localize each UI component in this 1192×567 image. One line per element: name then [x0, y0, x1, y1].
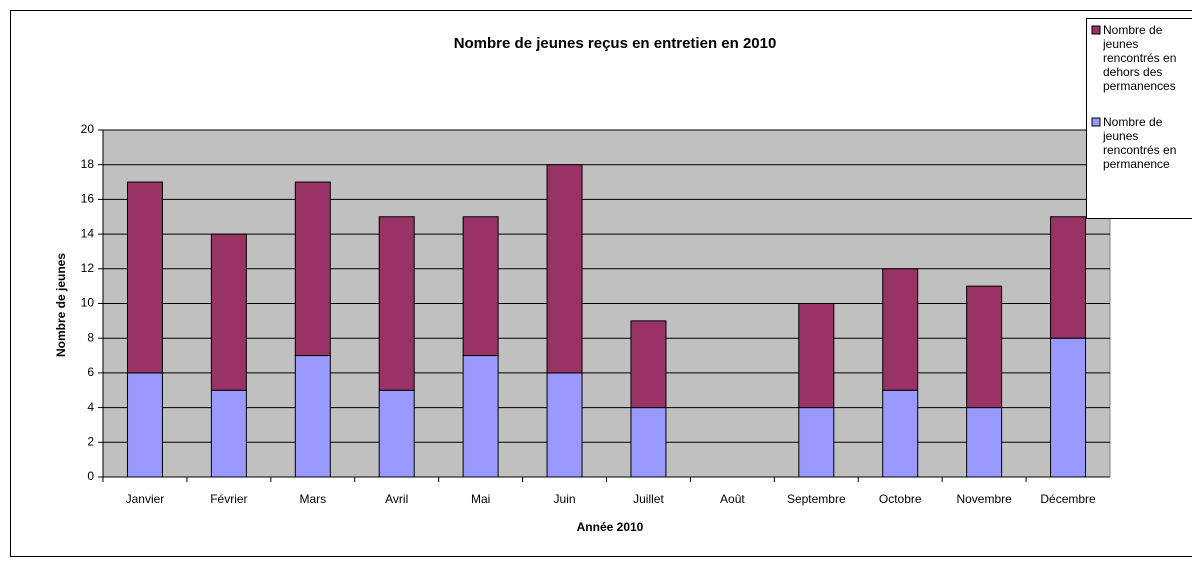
y-tick-label: 12	[81, 261, 95, 275]
legend-label: Nombre de jeunes rencontrés en dehors de…	[1103, 23, 1177, 93]
x-tick-label: Décembre	[1040, 492, 1096, 506]
bar-segment	[462, 355, 499, 478]
x-tick-label: Janvier	[126, 492, 165, 506]
x-tick-label: Février	[210, 492, 247, 506]
y-tick-label: 20	[81, 122, 95, 136]
bar-segment	[882, 389, 919, 478]
bar-segment	[1050, 216, 1087, 339]
legend-label: Nombre de jeunes rencontrés en permanenc…	[1103, 115, 1177, 171]
y-tick-label: 6	[87, 365, 94, 379]
legend-swatch	[1091, 25, 1101, 35]
chart-title: Nombre de jeunes reçus en entretien en 2…	[454, 35, 777, 52]
bar-segment	[378, 389, 415, 478]
y-tick-label: 0	[87, 469, 94, 483]
bar-segment	[966, 407, 1003, 478]
y-tick-label: 2	[87, 434, 94, 448]
bar-segment	[294, 355, 331, 478]
bar-segment	[210, 389, 247, 478]
y-axis-label: Nombre de jeunes	[54, 253, 68, 357]
x-tick-label: Juin	[554, 492, 576, 506]
x-tick-label: Octobre	[879, 492, 922, 506]
bar-segment	[546, 164, 583, 374]
x-tick-label: Août	[720, 492, 745, 506]
bar-segment	[378, 216, 415, 391]
x-tick-label: Mai	[471, 492, 490, 506]
bar-segment	[798, 407, 835, 478]
x-tick-label: Mars	[299, 492, 326, 506]
bar-segment	[1050, 337, 1087, 478]
legend: Nombre de jeunes rencontrés en dehors de…	[1086, 18, 1192, 219]
x-tick-label: Juillet	[633, 492, 664, 506]
x-axis-label: Année 2010	[577, 520, 644, 534]
bar-segment	[294, 181, 331, 357]
x-tick-label: Septembre	[787, 492, 846, 506]
x-tick-label: Novembre	[956, 492, 1012, 506]
bar-segment	[462, 216, 499, 357]
bar-segment	[630, 320, 667, 409]
bar-segment	[126, 372, 163, 478]
x-tick-label: Avril	[385, 492, 408, 506]
bar-segment	[798, 303, 835, 409]
bar-segment	[210, 233, 247, 391]
bar-segment	[546, 372, 583, 478]
y-tick-label: 8	[87, 330, 94, 344]
y-tick-label: 4	[87, 400, 94, 414]
y-tick-label: 18	[81, 157, 95, 171]
y-tick-label: 10	[81, 296, 95, 310]
bar-segment	[126, 181, 163, 374]
bar-segment	[882, 268, 919, 391]
legend-swatch	[1091, 117, 1101, 127]
legend-entry: Nombre de jeunes rencontrés en permanenc…	[1103, 115, 1177, 171]
y-tick-label: 16	[81, 192, 95, 206]
y-tick-label: 14	[81, 226, 95, 240]
legend-entry: Nombre de jeunes rencontrés en dehors de…	[1103, 23, 1177, 93]
bar-segment	[966, 285, 1003, 409]
legend-box	[1086, 18, 1192, 219]
bar-segment	[630, 407, 667, 478]
